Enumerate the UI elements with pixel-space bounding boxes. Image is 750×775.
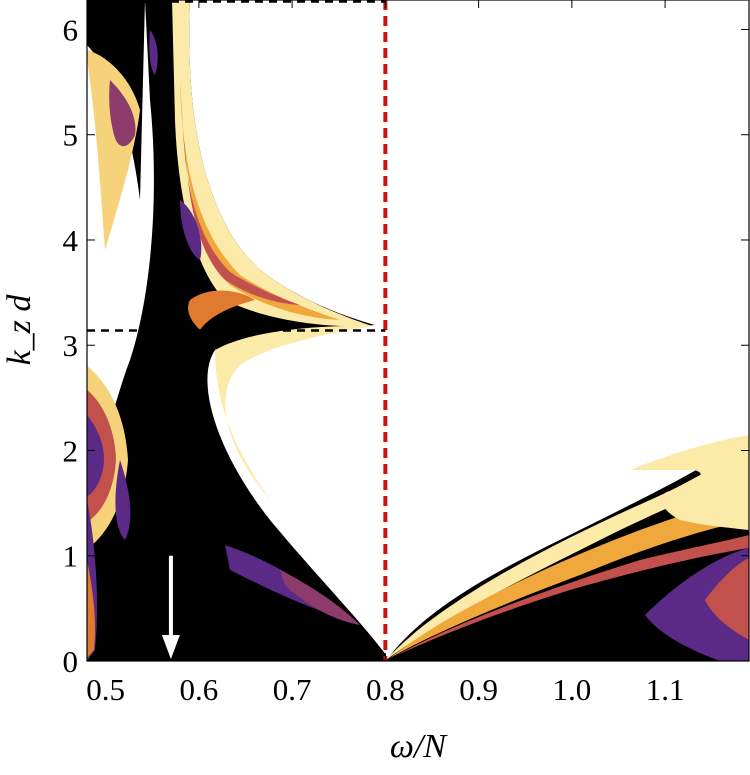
y-tick-label: 4 — [63, 223, 79, 258]
x-tick-label: 0.8 — [366, 672, 405, 707]
contour-bottom-left-orange — [87, 560, 96, 658]
y-tick-label: 6 — [63, 12, 79, 47]
contour-mid-lobe-2 — [188, 290, 255, 330]
contour-right-shell-2 — [390, 490, 749, 658]
contour-upper-left-lobe — [87, 50, 140, 250]
x-tick-label: 0.7 — [273, 672, 312, 707]
x-axis-ticks: 0.5 0.6 0.7 0.8 0.9 1.0 1.1 — [86, 0, 684, 707]
contour-right-bottom-lobe-2 — [705, 558, 749, 640]
y-tick-label: 2 — [63, 433, 79, 468]
arrow-head — [161, 635, 180, 659]
x-tick-label: 1.0 — [552, 672, 591, 707]
y-tick-label: 1 — [63, 539, 79, 574]
x-tick-label: 0.9 — [459, 672, 498, 707]
contour-upper-shell — [172, 0, 372, 327]
contour-right-shell-1 — [386, 438, 749, 660]
contour-upper-purple-lobe — [180, 200, 202, 260]
region-top-left — [87, 0, 145, 200]
x-axis-label: ω/N — [390, 728, 448, 765]
contour-right-lobe — [630, 435, 749, 530]
reference-lines — [87, 0, 388, 661]
region-left-trunk — [87, 0, 386, 661]
x-tick-label: 1.1 — [646, 672, 685, 707]
contour-upper-purple-lobe-2 — [149, 30, 158, 75]
contour-lower-mid-2 — [280, 570, 360, 625]
x-tick-label: 0.6 — [180, 672, 219, 707]
x-tick-label: 0.5 — [86, 672, 125, 707]
contour-right-shell-3 — [395, 535, 749, 656]
contour-upper-shell-3 — [183, 130, 300, 305]
contour-upper-shell-2 — [180, 80, 340, 320]
contour-mid-lobe — [215, 325, 372, 500]
y-axis-label: k_z d — [1, 294, 38, 366]
annotation-arrow — [161, 555, 180, 659]
plot-frame — [86, 0, 750, 662]
y-tick-label: 5 — [63, 118, 79, 153]
contour-upper-left-lobe-2 — [109, 80, 136, 147]
contour-left-lobe-3 — [87, 415, 104, 496]
contour-right-bottom-lobe — [645, 548, 749, 661]
y-tick-label: 0 — [63, 644, 79, 679]
y-axis-ticks: 0 1 2 3 4 5 6 — [63, 12, 749, 679]
y-tick-label: 3 — [63, 328, 79, 363]
plot-area — [87, 0, 749, 661]
contour-mid-purple — [115, 460, 131, 540]
